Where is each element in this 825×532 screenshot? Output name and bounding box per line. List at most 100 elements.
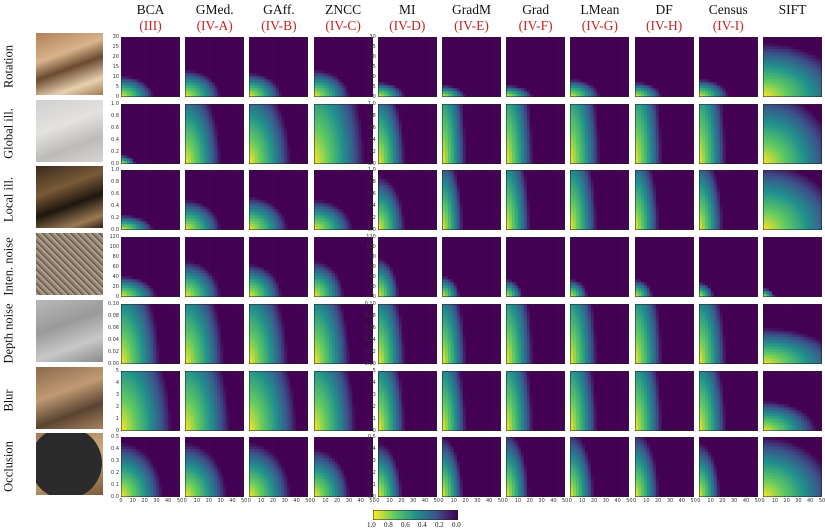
heatmap-cell bbox=[789, 70, 793, 74]
y-tick-label: 30 bbox=[364, 34, 375, 40]
heatmap-cell bbox=[258, 76, 262, 80]
heatmap-cell bbox=[144, 130, 148, 134]
heatmap-cell bbox=[734, 43, 738, 47]
heatmap-cell bbox=[354, 79, 359, 83]
heatmap-cell bbox=[360, 40, 365, 44]
heatmap-cell bbox=[141, 43, 145, 47]
heatmap-cell bbox=[302, 79, 306, 83]
heatmap-cell bbox=[535, 67, 539, 71]
heatmap-cell bbox=[672, 67, 677, 71]
heatmap-cell bbox=[377, 55, 382, 59]
heatmap-cell bbox=[585, 46, 589, 50]
heatmap-cell bbox=[410, 43, 414, 47]
heatmap-cell bbox=[174, 139, 178, 143]
heatmap-cell bbox=[328, 49, 332, 53]
heatmap-cell bbox=[444, 64, 449, 68]
heatmap-cell bbox=[450, 49, 455, 53]
heatmap-cell bbox=[191, 79, 195, 83]
heatmap-cell bbox=[751, 46, 756, 50]
heatmap-cell bbox=[582, 94, 586, 97]
heatmap-cell bbox=[284, 70, 289, 74]
heatmap-cell bbox=[138, 43, 142, 47]
heatmap-cell bbox=[424, 73, 429, 77]
heatmap-cell bbox=[252, 58, 256, 62]
heatmap-cell bbox=[144, 67, 148, 71]
heatmap-cell bbox=[602, 37, 607, 41]
heatmap-cell bbox=[468, 91, 472, 95]
heatmap-cell bbox=[348, 94, 353, 97]
heatmap-cell bbox=[532, 70, 536, 74]
heatmap-cell bbox=[264, 49, 268, 53]
heatmap-cell bbox=[319, 79, 323, 83]
heatmap-cell bbox=[419, 43, 423, 47]
heatmap-cell bbox=[745, 40, 750, 44]
heatmap-cell bbox=[678, 64, 683, 68]
heatmap-cell bbox=[165, 70, 169, 74]
heatmap-cell bbox=[223, 79, 227, 83]
heatmap-cell bbox=[351, 52, 356, 56]
heatmap-cell bbox=[652, 49, 656, 53]
heatmap-cell bbox=[325, 46, 329, 50]
heatmap-cell bbox=[196, 82, 201, 86]
heatmap-cell bbox=[710, 82, 714, 86]
heatmap-cell bbox=[535, 82, 539, 86]
heatmap-cell bbox=[795, 43, 799, 47]
heatmap-cell bbox=[138, 55, 142, 59]
heatmap-cell bbox=[275, 61, 280, 65]
heatmap-cell bbox=[786, 49, 790, 53]
heatmap-cell bbox=[284, 85, 289, 89]
heatmap-cell bbox=[205, 37, 210, 41]
heatmap-cell bbox=[509, 94, 513, 97]
heatmap-cell bbox=[410, 64, 414, 68]
heatmap-cell bbox=[719, 49, 723, 53]
heatmap-cell bbox=[220, 37, 224, 41]
heatmap-cell bbox=[754, 70, 758, 74]
heatmap-cell bbox=[208, 82, 213, 86]
heatmap-cell bbox=[459, 55, 463, 59]
heatmap-cell bbox=[535, 88, 539, 92]
heatmap-cell bbox=[737, 52, 741, 56]
heatmap-cell bbox=[474, 55, 478, 59]
heatmap-cell bbox=[129, 70, 134, 74]
heatmap-cell bbox=[495, 73, 499, 77]
heatmap-cell bbox=[346, 88, 350, 92]
heatmap-grad-rotation bbox=[506, 37, 566, 97]
heatmap-cell bbox=[450, 76, 455, 80]
heatmap-cell bbox=[346, 67, 350, 71]
heatmap-cell bbox=[728, 40, 732, 44]
heatmap-cell bbox=[162, 139, 166, 143]
heatmap-cell bbox=[331, 43, 335, 47]
heatmap-cell bbox=[177, 145, 180, 149]
heatmap-cell bbox=[168, 88, 172, 92]
heatmap-cell bbox=[380, 76, 384, 80]
heatmap-cell bbox=[389, 91, 393, 95]
heatmap-cell bbox=[786, 82, 790, 86]
heatmap-cell bbox=[305, 46, 309, 50]
heatmap-cell bbox=[185, 55, 189, 59]
heatmap-cell bbox=[664, 58, 668, 62]
heatmap-cell bbox=[138, 154, 142, 158]
heatmap-cell bbox=[681, 46, 686, 50]
heatmap-cell bbox=[337, 79, 341, 83]
heatmap-cell bbox=[123, 49, 128, 53]
heatmap-cell bbox=[765, 37, 770, 41]
heatmap-cell bbox=[608, 40, 612, 44]
heatmap-cell bbox=[188, 118, 192, 122]
heatmap-cell bbox=[165, 76, 169, 80]
heatmap-cell bbox=[305, 64, 309, 68]
heatmap-cell bbox=[185, 115, 189, 119]
heatmap-cell bbox=[582, 61, 586, 65]
heatmap-cell bbox=[471, 67, 475, 71]
heatmap-cell bbox=[816, 85, 820, 89]
heatmap-cell bbox=[261, 82, 265, 86]
heatmap-cell bbox=[716, 55, 720, 59]
heatmap-cell bbox=[363, 58, 367, 62]
heatmap-cell bbox=[287, 49, 291, 53]
heatmap-cell bbox=[477, 91, 481, 95]
heatmap-cell bbox=[316, 70, 320, 74]
heatmap-cell bbox=[433, 58, 437, 62]
heatmap-cell bbox=[205, 70, 210, 74]
heatmap-cell bbox=[138, 76, 142, 80]
y-tick-label: 1.0 bbox=[107, 101, 119, 107]
heatmap-cell bbox=[191, 55, 195, 59]
